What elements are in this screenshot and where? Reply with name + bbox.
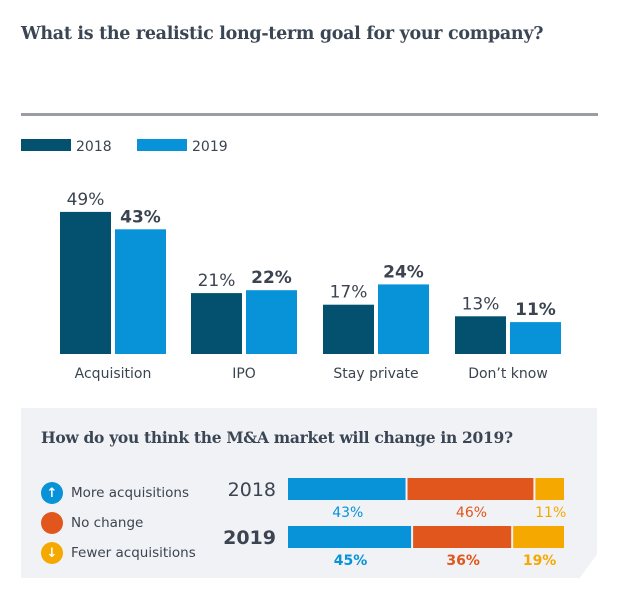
segment-2018-no-change xyxy=(407,478,534,500)
data-label-stay-private-2018: 17% xyxy=(330,283,368,303)
bar-ipo-2018 xyxy=(191,293,242,354)
ma-market-stacked-bar-chart: 2018 43% 46% 11% 2019 45% 36% 19% xyxy=(223,478,566,569)
bar-don-t-know-2019 xyxy=(510,322,561,354)
data-label-ipo-2019: 22% xyxy=(251,268,292,288)
legend-label-2018: 2018 xyxy=(76,139,112,155)
arrow-up-icon: ↑ xyxy=(41,482,63,504)
segment-2018-more-acquisitions xyxy=(288,478,406,500)
legend-label: Fewer acquisitions xyxy=(71,545,196,561)
ma-legend: ↑ More acquisitions No change ↓ Fewer ac… xyxy=(41,478,196,568)
legend-label-2019: 2019 xyxy=(192,139,228,155)
ma-market-panel: How do you think the M&A market will cha… xyxy=(21,408,597,578)
legend-item-no-change: No change xyxy=(41,508,196,538)
segment-label-2018-fewer-acquisitions: 11% xyxy=(535,505,566,521)
legend-item-more-acquisitions: ↑ More acquisitions xyxy=(41,478,196,508)
segment-label-2019-fewer-acquisitions: 19% xyxy=(523,553,557,569)
segment-2018-fewer-acquisitions xyxy=(535,478,564,500)
segment-label-2019-no-change: 36% xyxy=(446,553,480,569)
legend-swatch-2019 xyxy=(137,139,187,151)
bar-stay-private-2018 xyxy=(323,304,374,354)
circle-icon xyxy=(41,512,63,534)
segment-2019-no-change xyxy=(413,526,512,548)
row-label-2019: 2019 xyxy=(223,527,276,549)
data-label-ipo-2018: 21% xyxy=(198,271,236,291)
bar-stay-private-2019 xyxy=(378,284,429,354)
panel-title: How do you think the M&A market will cha… xyxy=(41,428,513,447)
data-label-acquisition-2018: 49% xyxy=(67,190,105,210)
bar-acquisition-2019 xyxy=(115,229,166,354)
data-label-stay-private-2019: 24% xyxy=(383,262,424,282)
category-label-ipo: IPO xyxy=(232,366,256,382)
segment-2019-fewer-acquisitions xyxy=(513,526,564,548)
segment-label-2019-more-acquisitions: 45% xyxy=(334,553,368,569)
segment-2019-more-acquisitions xyxy=(288,526,412,548)
category-label-acquisition: Acquisition xyxy=(75,366,152,382)
bar-acquisition-2018 xyxy=(60,211,111,354)
data-label-acquisition-2019: 43% xyxy=(120,207,161,227)
legend-label: No change xyxy=(71,515,144,531)
arrow-down-icon: ↓ xyxy=(41,542,63,564)
category-label-don-t-know: Don’t know xyxy=(468,366,548,382)
title-divider xyxy=(21,113,598,116)
legend-swatch-2018 xyxy=(21,139,71,151)
row-label-2018: 2018 xyxy=(228,479,276,501)
long-term-goal-bar-chart: 2018 2019 49% 43% Acquisition 21% 22% IPO 17% 24%… xyxy=(21,139,561,382)
chart-title: What is the realistic long-term goal for… xyxy=(21,24,544,44)
data-label-don-t-know-2019: 11% xyxy=(515,300,556,320)
data-label-don-t-know-2018: 13% xyxy=(462,294,500,314)
segment-label-2018-no-change: 46% xyxy=(456,505,487,521)
category-label-stay-private: Stay private xyxy=(333,366,418,382)
bar-don-t-know-2018 xyxy=(455,316,506,354)
bar-ipo-2019 xyxy=(246,290,297,354)
legend-item-fewer-acquisitions: ↓ Fewer acquisitions xyxy=(41,538,196,568)
segment-label-2018-more-acquisitions: 43% xyxy=(332,505,363,521)
legend-label: More acquisitions xyxy=(71,485,190,501)
